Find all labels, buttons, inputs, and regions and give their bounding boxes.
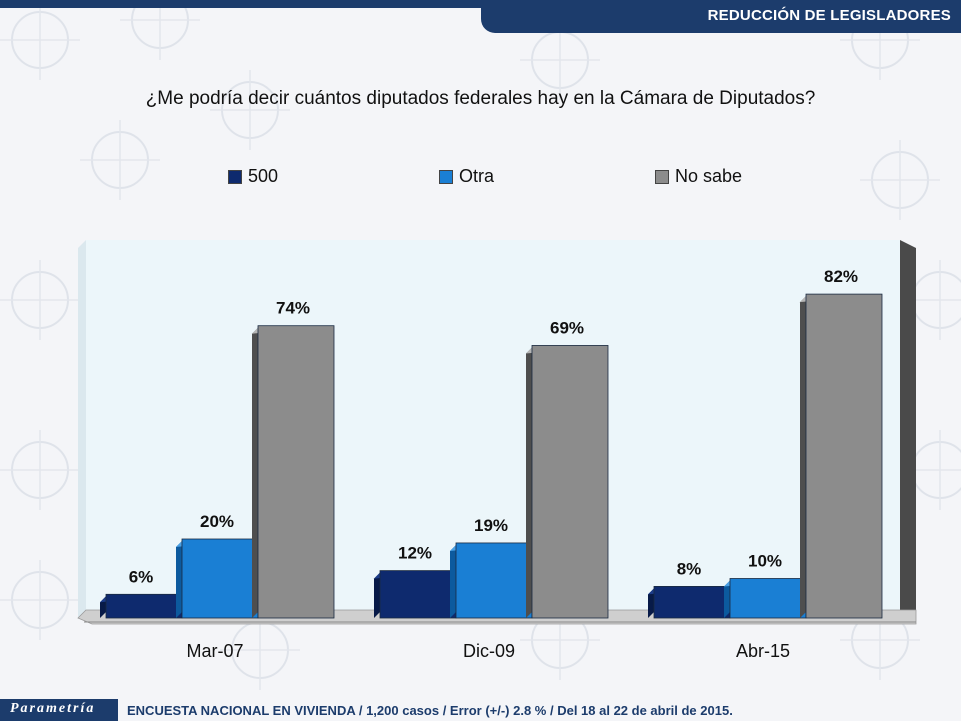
legend-swatch-no-sabe — [655, 169, 669, 184]
plot-left-wall — [78, 240, 86, 618]
survey-question: ¿Me podría decir cuántos diputados feder… — [145, 88, 816, 109]
parametria-logo: Parametría — [0, 699, 118, 721]
x-tick-label-Mar-07: Mar-07 — [186, 641, 243, 661]
legend-swatch-otra — [439, 169, 453, 184]
legend-item-otra: Otra — [439, 166, 494, 187]
x-tick-label-Dic-09: Dic-09 — [463, 641, 515, 661]
plot-right-wall — [900, 240, 916, 618]
legend-item-500: 500 — [228, 166, 278, 187]
legend-item-no-sabe: No sabe — [655, 166, 742, 187]
legend-label-otra: Otra — [459, 166, 495, 186]
bar-500-Mar-07 — [105, 593, 183, 619]
legend-label-500: 500 — [248, 166, 279, 186]
top-strip — [0, 0, 961, 8]
data-label-No sabe-Abr-15: 82% — [824, 267, 858, 286]
bar-500-Abr-15 — [653, 586, 731, 619]
footer-note: ENCUESTA NACIONAL EN VIVIENDA / 1,200 ca… — [127, 703, 733, 718]
header-banner: REDUCCIÓN DE LEGISLADORES — [481, 0, 961, 33]
bar-Otra-Dic-09 — [455, 542, 533, 619]
bar-Otra-Mar-07 — [181, 538, 259, 619]
bar-No sabe-Abr-15 — [805, 293, 883, 619]
data-label-500-Mar-07: 6% — [129, 567, 154, 586]
data-label-500-Dic-09: 12% — [398, 544, 432, 563]
legend-swatch-500 — [228, 169, 242, 184]
data-label-No sabe-Dic-09: 69% — [550, 318, 584, 337]
bar-No sabe-Mar-07 — [257, 325, 335, 619]
bar-Otra-Abr-15 — [729, 578, 807, 619]
data-label-Otra-Dic-09: 19% — [474, 516, 508, 535]
data-label-500-Abr-15: 8% — [677, 559, 702, 578]
header-title: REDUCCIÓN DE LEGISLADORES — [707, 7, 951, 24]
chart-legend: 500 Otra No sabe — [0, 166, 961, 188]
bar-No sabe-Dic-09 — [531, 345, 609, 619]
bar-chart: 6% 20% 74% Mar-07 12% 19% 69% Dic-09 8% 10% 82% Abr… — [77, 240, 917, 661]
x-tick-label-Abr-15: Abr-15 — [736, 641, 790, 661]
data-label-Otra-Abr-15: 10% — [748, 552, 782, 571]
legend-label-no-sabe: No sabe — [675, 166, 743, 186]
data-label-Otra-Mar-07: 20% — [200, 512, 234, 531]
logo-text: Parametría — [10, 701, 96, 716]
bar-500-Dic-09 — [379, 570, 457, 619]
data-label-No sabe-Mar-07: 74% — [276, 299, 310, 318]
